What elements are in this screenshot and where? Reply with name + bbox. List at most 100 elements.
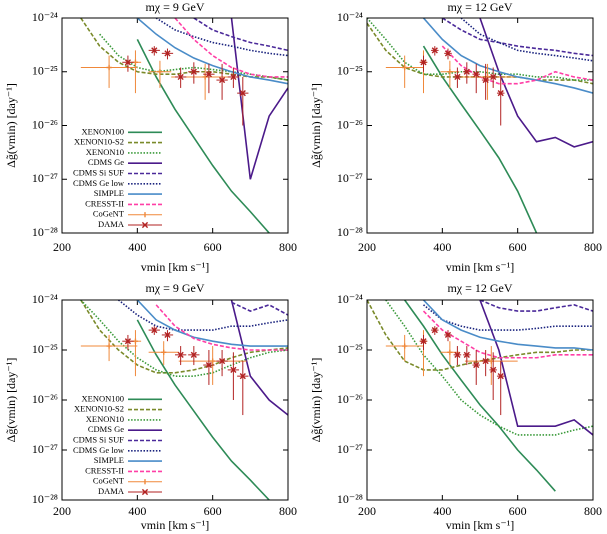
data-point bbox=[420, 59, 427, 66]
data-point bbox=[190, 68, 197, 75]
curve bbox=[422, 300, 593, 351]
data-point bbox=[205, 361, 212, 369]
legend-label: DAMA bbox=[98, 219, 125, 229]
data-point bbox=[482, 357, 489, 365]
y-tick-label: 10⁻²⁷ bbox=[32, 171, 58, 185]
data-point bbox=[463, 68, 470, 75]
legend-label: CDMS Ge low bbox=[73, 178, 125, 188]
data-point bbox=[497, 90, 504, 97]
curve bbox=[441, 45, 593, 85]
data-point bbox=[420, 338, 427, 345]
frame bbox=[61, 17, 289, 234]
plot-area bbox=[80, 18, 288, 233]
data-point bbox=[454, 351, 461, 358]
curve bbox=[174, 18, 288, 78]
y-tick-label: 10⁻²⁶ bbox=[337, 392, 363, 406]
x-tick-label: 200 bbox=[53, 504, 71, 518]
data-point bbox=[497, 373, 504, 380]
y-tick-label: 10⁻²⁷ bbox=[32, 442, 58, 456]
y-tick-label: 10⁻²⁵ bbox=[337, 64, 363, 78]
data-point bbox=[463, 351, 470, 358]
data-point bbox=[402, 343, 408, 349]
data-point bbox=[444, 331, 452, 339]
data-point bbox=[106, 64, 112, 71]
data-point bbox=[151, 47, 158, 54]
data-point bbox=[473, 361, 480, 369]
legend-label: XENON10-S2 bbox=[74, 404, 124, 414]
panel: mχ = 9 GeV vmin [km s⁻¹] Δg̃(vmin) [day⁻¹]… bbox=[4, 281, 297, 532]
data-point bbox=[490, 366, 497, 373]
curve bbox=[118, 300, 288, 331]
y-tick-label: 10⁻²⁶ bbox=[32, 117, 58, 131]
legend-label: CDMS Ge bbox=[88, 424, 124, 434]
curve bbox=[460, 18, 593, 62]
legend-label: SIMPLE bbox=[94, 455, 124, 465]
data-point bbox=[431, 47, 438, 54]
data-point bbox=[177, 351, 184, 358]
x-tick-label: 600 bbox=[509, 240, 527, 254]
plot-area bbox=[80, 300, 288, 500]
data-point bbox=[239, 90, 246, 97]
curve bbox=[136, 319, 270, 500]
x-tick-label: 200 bbox=[358, 504, 376, 518]
legend-label: XENON100 bbox=[82, 126, 125, 136]
y-axis-label: Δg̃(vmin) [day⁻¹] bbox=[309, 83, 323, 168]
legend-swatch bbox=[141, 221, 149, 229]
x-tick-label: 200 bbox=[358, 240, 376, 254]
legend-label: CoGeNT bbox=[93, 476, 125, 486]
data-point bbox=[132, 338, 139, 344]
frame bbox=[61, 299, 289, 501]
curve bbox=[404, 300, 556, 492]
legend-label: XENON10-S2 bbox=[74, 137, 124, 147]
x-axis-label: vmin [km s⁻¹] bbox=[141, 518, 210, 532]
curve bbox=[155, 18, 288, 57]
curve bbox=[80, 18, 288, 81]
curve bbox=[155, 304, 288, 351]
curve bbox=[136, 39, 270, 233]
data-point bbox=[431, 327, 438, 334]
y-tick-label: 10⁻²⁴ bbox=[337, 10, 363, 24]
y-tick-label: 10⁻²⁸ bbox=[32, 225, 58, 239]
data-point bbox=[482, 76, 489, 84]
y-tick-label: 10⁻²⁴ bbox=[32, 292, 58, 306]
legend-swatch bbox=[141, 488, 149, 496]
legend-label: XENON10 bbox=[86, 414, 124, 424]
curve bbox=[80, 300, 288, 377]
panel: mχ = 12 GeV vmin [km s⁻¹] Δg̃(vmin) [day⁻¹… bbox=[309, 0, 602, 274]
data-point bbox=[230, 366, 237, 373]
x-tick-label: 200 bbox=[53, 240, 71, 254]
legend-label: SIMPLE bbox=[94, 188, 124, 198]
x-tick-label: 800 bbox=[279, 504, 297, 518]
curve bbox=[441, 18, 593, 57]
y-tick-label: 10⁻²⁸ bbox=[337, 492, 363, 506]
data-point bbox=[444, 50, 452, 57]
y-tick-label: 10⁻²⁶ bbox=[32, 392, 58, 406]
legend-label: CDMS Si SUF bbox=[73, 167, 124, 177]
y-tick-label: 10⁻²⁷ bbox=[337, 442, 363, 456]
x-tick-label: 800 bbox=[279, 240, 297, 254]
data-point bbox=[164, 50, 171, 57]
y-axis-label: Δg̃(vmin) [day⁻¹] bbox=[4, 83, 18, 168]
curve bbox=[385, 300, 593, 436]
data-point bbox=[230, 73, 237, 81]
data-point bbox=[218, 76, 226, 84]
legend-label: CRESST-II bbox=[85, 198, 124, 208]
y-tick-label: 10⁻²⁷ bbox=[337, 171, 363, 185]
x-tick-label: 400 bbox=[128, 240, 146, 254]
curve bbox=[136, 18, 288, 85]
plot-area bbox=[367, 18, 593, 233]
y-axis-label: Δg̃(vmin) [day⁻¹] bbox=[309, 358, 323, 443]
curve bbox=[367, 18, 593, 81]
x-tick-label: 400 bbox=[433, 240, 451, 254]
panel-title: mχ = 9 GeV bbox=[145, 281, 204, 295]
curve bbox=[193, 18, 288, 52]
data-point bbox=[210, 358, 216, 364]
data-point bbox=[490, 73, 497, 81]
data-point bbox=[447, 69, 453, 75]
y-tick-label: 10⁻²⁸ bbox=[32, 492, 58, 506]
x-axis-label: vmin [km s⁻¹] bbox=[141, 260, 210, 274]
data-point bbox=[151, 327, 158, 334]
data-point bbox=[124, 59, 132, 66]
